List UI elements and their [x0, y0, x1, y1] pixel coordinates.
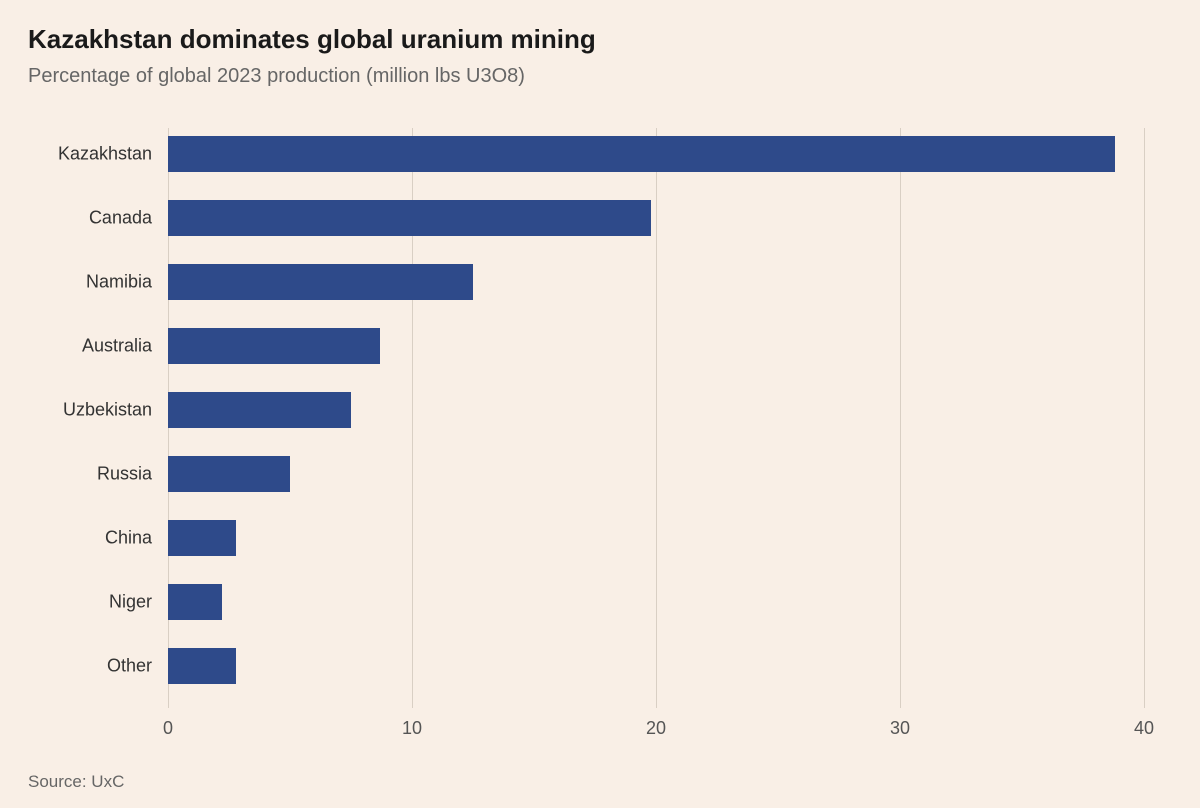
bar-row: Australia: [168, 328, 1144, 364]
bar-row: Niger: [168, 584, 1144, 620]
category-label: Russia: [97, 464, 168, 485]
bar: [168, 584, 222, 620]
bar-row: Uzbekistan: [168, 392, 1144, 428]
bar: [168, 136, 1115, 172]
category-label: Canada: [89, 208, 168, 229]
bar: [168, 264, 473, 300]
bar: [168, 392, 351, 428]
x-tick-label: 20: [646, 718, 666, 739]
category-label: China: [105, 528, 168, 549]
bars: Kazakhstan Canada Namibia Australia Uzbekist…: [168, 128, 1144, 708]
category-label: Uzbekistan: [63, 400, 168, 421]
bar-row: Canada: [168, 200, 1144, 236]
bar: [168, 200, 651, 236]
x-tick-label: 40: [1134, 718, 1154, 739]
bar-row: Russia: [168, 456, 1144, 492]
category-label: Australia: [82, 336, 168, 357]
category-label: Kazakhstan: [58, 144, 168, 165]
x-tick-label: 30: [890, 718, 910, 739]
category-label: Other: [107, 656, 168, 677]
bar: [168, 328, 380, 364]
bar-row: Kazakhstan: [168, 136, 1144, 172]
x-tick-label: 0: [163, 718, 173, 739]
category-label: Namibia: [86, 272, 168, 293]
bar-row: Other: [168, 648, 1144, 684]
chart-title: Kazakhstan dominates global uranium mini…: [28, 24, 1172, 55]
source-label: Source: UxC: [28, 772, 124, 792]
bar-row: Namibia: [168, 264, 1144, 300]
bar-row: China: [168, 520, 1144, 556]
chart-subtitle: Percentage of global 2023 production (mi…: [28, 65, 1172, 88]
plot-area: Kazakhstan Canada Namibia Australia Uzbekist…: [168, 128, 1144, 708]
x-tick-label: 10: [402, 718, 422, 739]
chart-container: Kazakhstan dominates global uranium mini…: [0, 0, 1200, 808]
bar: [168, 456, 290, 492]
category-label: Niger: [109, 592, 168, 613]
bar: [168, 520, 236, 556]
bar: [168, 648, 236, 684]
x-axis: 010203040: [168, 708, 1144, 748]
gridline: [1144, 128, 1145, 708]
